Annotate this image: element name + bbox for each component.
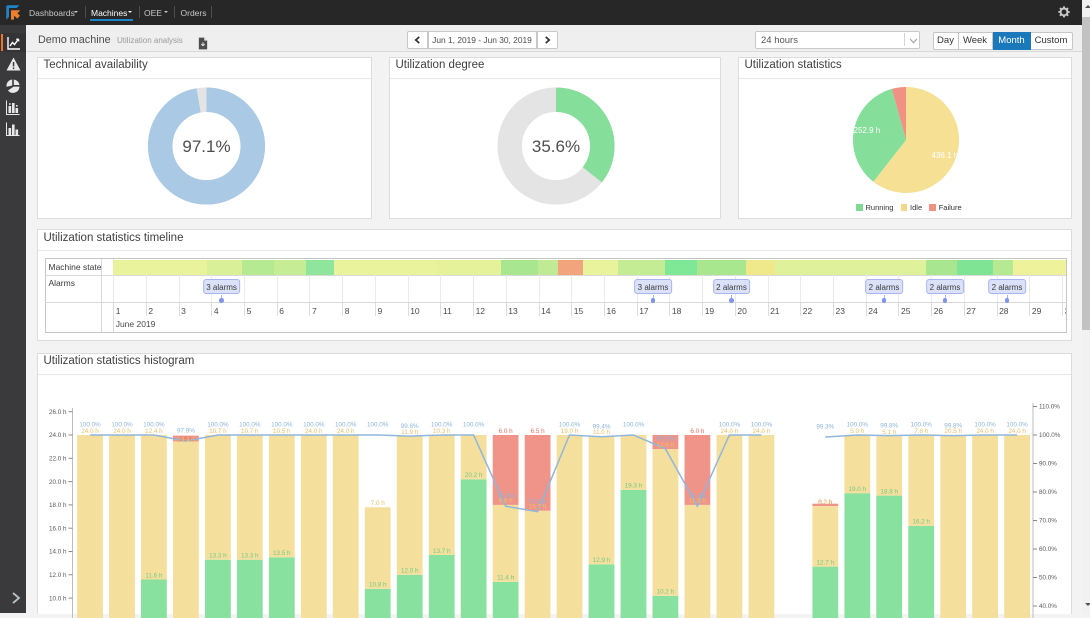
svg-text:11.3 h: 11.3 h bbox=[689, 497, 707, 504]
svg-text:24.0 h: 24.0 h bbox=[337, 427, 355, 434]
svg-text:100.0%: 100.0% bbox=[623, 421, 645, 428]
svg-text:10.7 h: 10.7 h bbox=[241, 427, 259, 434]
svg-text:100.0%: 100.0% bbox=[1006, 421, 1028, 428]
svg-text:6.5 h: 6.5 h bbox=[531, 427, 546, 434]
svg-text:100.0%: 100.0% bbox=[79, 421, 101, 428]
svg-text:75.0%: 75.0% bbox=[688, 493, 706, 500]
svg-text:99.3%: 99.3% bbox=[816, 423, 834, 430]
svg-text:7.0 h: 7.0 h bbox=[371, 500, 386, 507]
svg-text:100.0%: 100.0% bbox=[847, 421, 869, 428]
svg-text:18.0 h: 18.0 h bbox=[49, 502, 67, 509]
svg-text:24.0 h: 24.0 h bbox=[721, 427, 739, 434]
svg-text:10.5 h: 10.5 h bbox=[273, 427, 291, 434]
svg-text:100.0%: 100.0% bbox=[1039, 432, 1061, 439]
svg-text:24.0 h: 24.0 h bbox=[1008, 427, 1026, 434]
svg-text:15.7 h: 15.7 h bbox=[529, 503, 547, 510]
svg-text:99.4%: 99.4% bbox=[593, 423, 611, 430]
svg-text:40.0%: 40.0% bbox=[1039, 603, 1057, 610]
svg-text:100.0%: 100.0% bbox=[367, 421, 389, 428]
svg-text:100.0%: 100.0% bbox=[719, 421, 741, 428]
svg-text:16.0 h: 16.0 h bbox=[49, 525, 67, 532]
svg-text:12.0 h: 12.0 h bbox=[49, 572, 67, 579]
svg-text:99.6%: 99.6% bbox=[401, 422, 419, 429]
svg-text:19.3 h: 19.3 h bbox=[625, 482, 643, 489]
svg-text:5.0 h: 5.0 h bbox=[850, 427, 865, 434]
svg-text:6.6 h: 6.6 h bbox=[499, 497, 514, 504]
svg-text:20.2 h: 20.2 h bbox=[465, 472, 483, 479]
svg-text:24.0 h: 24.0 h bbox=[753, 427, 771, 434]
svg-text:97.1%: 97.1% bbox=[182, 137, 230, 156]
svg-text:11.6 h: 11.6 h bbox=[145, 572, 163, 579]
svg-text:5.2 h: 5.2 h bbox=[818, 498, 833, 505]
svg-text:10.0 h: 10.0 h bbox=[49, 595, 67, 602]
svg-text:100.0%: 100.0% bbox=[559, 421, 581, 428]
svg-text:100.0%: 100.0% bbox=[911, 421, 933, 428]
svg-text:12.9 h: 12.9 h bbox=[593, 557, 611, 564]
svg-text:13.7 h: 13.7 h bbox=[433, 547, 451, 554]
svg-text:23.4 h: 23.4 h bbox=[177, 437, 195, 444]
svg-text:6.0 h: 6.0 h bbox=[690, 427, 705, 434]
svg-text:100.0%: 100.0% bbox=[271, 421, 293, 428]
svg-text:18.8 h: 18.8 h bbox=[880, 488, 898, 495]
svg-text:19.0 h: 19.0 h bbox=[849, 486, 867, 493]
svg-text:16.2 h: 16.2 h bbox=[912, 518, 930, 525]
svg-text:20.5 h: 20.5 h bbox=[944, 427, 962, 434]
svg-text:0.2 h: 0.2 h bbox=[818, 498, 833, 505]
svg-text:95.2%: 95.2% bbox=[656, 435, 674, 442]
svg-text:0.5 h: 0.5 h bbox=[179, 435, 194, 442]
svg-text:24.0 h: 24.0 h bbox=[49, 432, 67, 439]
svg-text:14.0 h: 14.0 h bbox=[49, 548, 67, 555]
svg-text:100.0%: 100.0% bbox=[143, 421, 165, 428]
svg-text:100.0%: 100.0% bbox=[463, 421, 485, 428]
svg-text:10.2 h: 10.2 h bbox=[657, 588, 675, 595]
svg-text:73.1%: 73.1% bbox=[529, 498, 547, 505]
svg-text:100.0%: 100.0% bbox=[751, 421, 773, 428]
svg-text:75.0%: 75.0% bbox=[497, 493, 515, 500]
svg-text:50.0%: 50.0% bbox=[1039, 574, 1057, 581]
svg-text:60.0%: 60.0% bbox=[1039, 546, 1057, 553]
svg-text:80.0%: 80.0% bbox=[1039, 489, 1057, 496]
svg-text:24.0 h: 24.0 h bbox=[81, 427, 99, 434]
svg-text:100.0%: 100.0% bbox=[335, 421, 357, 428]
svg-text:12.0 h: 12.0 h bbox=[401, 567, 419, 574]
svg-text:26.0 h: 26.0 h bbox=[49, 408, 67, 415]
svg-text:99.8%: 99.8% bbox=[880, 422, 898, 429]
svg-text:436.1 h: 436.1 h bbox=[932, 151, 959, 160]
svg-text:22.0 h: 22.0 h bbox=[49, 455, 67, 462]
svg-text:13.3 h: 13.3 h bbox=[241, 552, 259, 559]
svg-text:19.0 h: 19.0 h bbox=[561, 427, 579, 434]
svg-text:100.0%: 100.0% bbox=[974, 421, 996, 428]
svg-text:252.9 h: 252.9 h bbox=[854, 126, 881, 135]
svg-text:24.0 h: 24.0 h bbox=[305, 427, 323, 434]
svg-text:5.1 h: 5.1 h bbox=[882, 429, 897, 436]
svg-text:35.6%: 35.6% bbox=[532, 137, 580, 156]
svg-text:24.0 h: 24.0 h bbox=[113, 427, 131, 434]
svg-text:12.4 h: 12.4 h bbox=[145, 427, 163, 434]
svg-text:12.7 h: 12.7 h bbox=[817, 559, 835, 566]
svg-text:24.0 h: 24.0 h bbox=[976, 427, 994, 434]
svg-text:10.3 h: 10.3 h bbox=[433, 427, 451, 434]
svg-text:100.0%: 100.0% bbox=[431, 421, 453, 428]
svg-text:7.8 h: 7.8 h bbox=[914, 427, 929, 434]
svg-text:99.8%: 99.8% bbox=[944, 422, 962, 429]
svg-text:10.7 h: 10.7 h bbox=[209, 427, 227, 434]
svg-text:97.9%: 97.9% bbox=[177, 427, 195, 434]
svg-text:110.0%: 110.0% bbox=[1039, 403, 1060, 410]
svg-text:11.0 h: 11.0 h bbox=[593, 429, 611, 436]
svg-text:12.6 h: 12.6 h bbox=[657, 441, 675, 448]
svg-text:90.0%: 90.0% bbox=[1039, 460, 1057, 467]
svg-text:6.0 h: 6.0 h bbox=[499, 427, 514, 434]
svg-text:100.0%: 100.0% bbox=[239, 421, 261, 428]
svg-text:11.4 h: 11.4 h bbox=[497, 574, 515, 581]
svg-text:20.0 h: 20.0 h bbox=[49, 478, 67, 485]
svg-text:70.0%: 70.0% bbox=[1039, 517, 1057, 524]
svg-text:100.0%: 100.0% bbox=[111, 421, 133, 428]
svg-text:100.0%: 100.0% bbox=[207, 421, 229, 428]
svg-text:13.3 h: 13.3 h bbox=[209, 552, 227, 559]
svg-text:13.5 h: 13.5 h bbox=[273, 550, 291, 557]
svg-text:10.8 h: 10.8 h bbox=[369, 581, 387, 588]
svg-text:100.0%: 100.0% bbox=[303, 421, 325, 428]
svg-text:11.9 h: 11.9 h bbox=[401, 429, 419, 436]
